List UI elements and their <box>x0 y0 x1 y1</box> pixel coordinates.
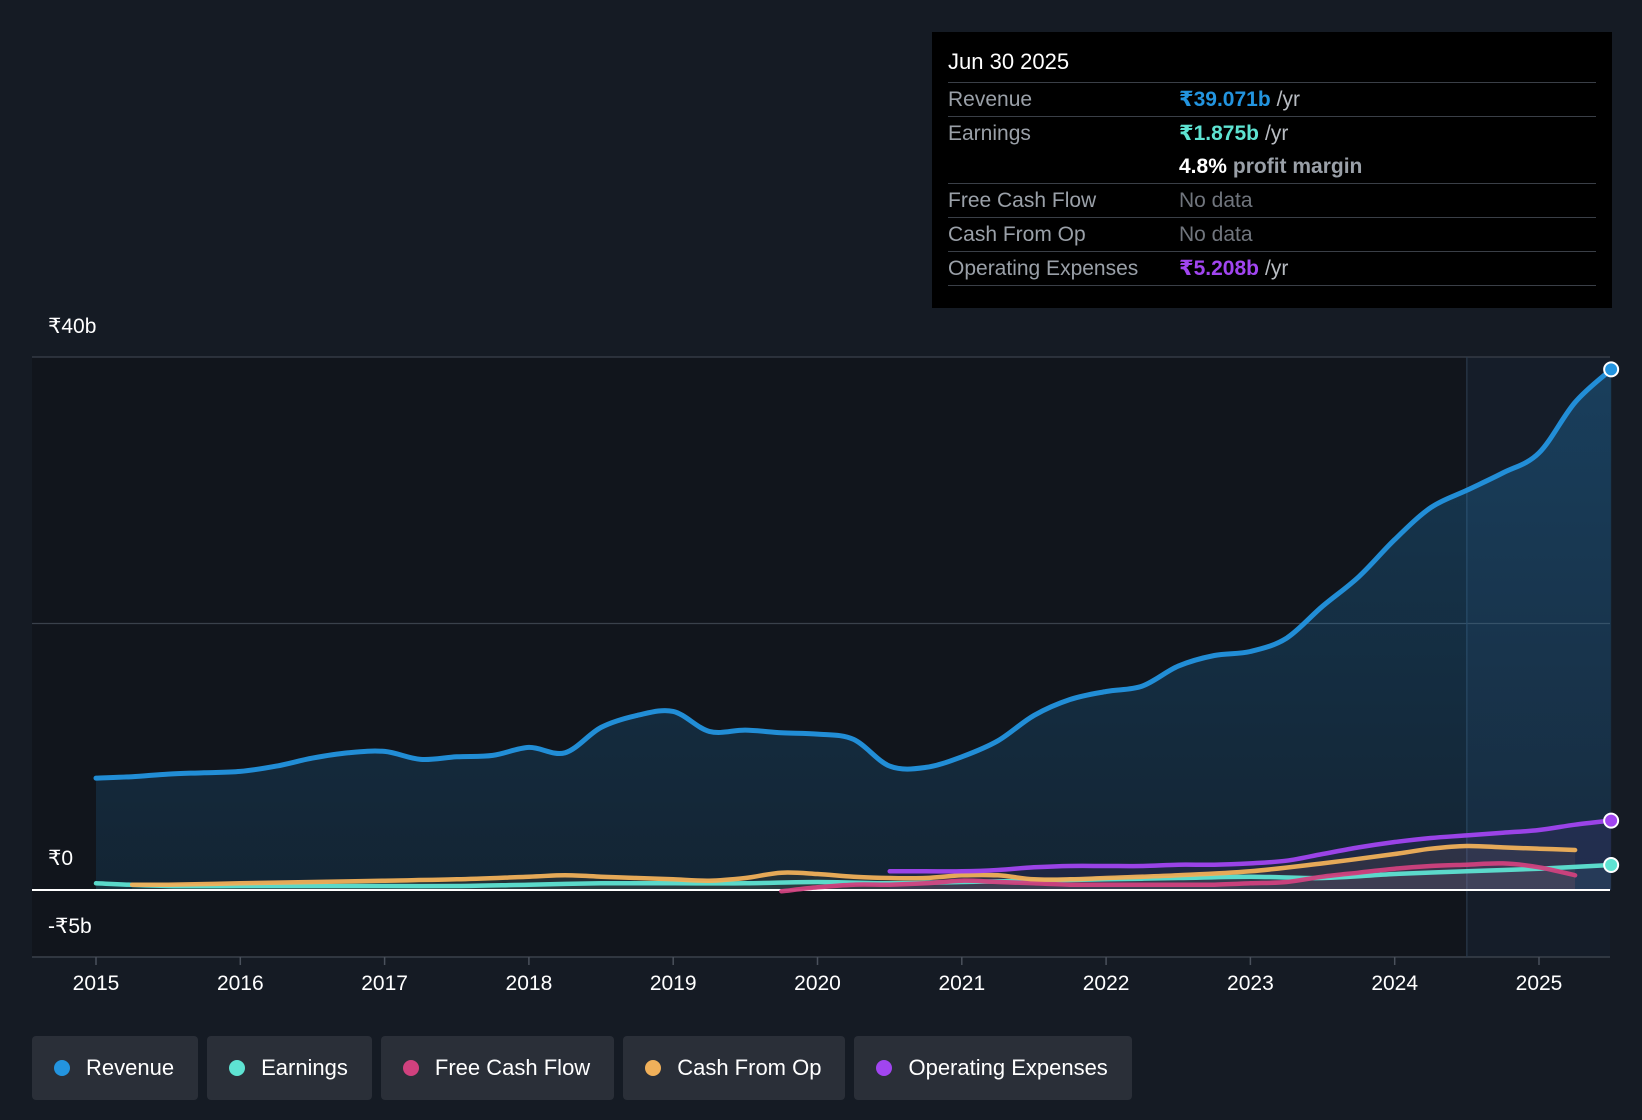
line-cfo <box>129 843 1578 888</box>
tooltip-opex-value: ₹5.208b/yr <box>1179 252 1288 285</box>
tooltip-fcf-label: Free Cash Flow <box>948 189 1097 212</box>
tooltip-date: Jun 30 2025 <box>948 49 1070 74</box>
legend: Revenue Earnings Free Cash Flow Cash Fro… <box>32 1036 1132 1100</box>
line-fcf <box>779 861 1578 894</box>
free-cash-flow-dot-icon <box>402 1060 419 1076</box>
x-tick-label: 2025 <box>1516 972 1563 995</box>
hover-tooltip: Jun 30 2025 Revenue ₹39.071b/yr Earnings… <box>932 32 1612 308</box>
series-end-dots <box>1603 361 1620 874</box>
legend-label-free-cash-flow: Free Cash Flow <box>434 1055 591 1080</box>
x-tick-label: 2022 <box>1083 972 1130 995</box>
y-axis-labels: ₹40b ₹0 -₹5b <box>48 315 96 938</box>
legend-item-operating-expenses[interactable]: Operating Expenses <box>854 1036 1132 1100</box>
x-axis-labels: 2015 2016 2017 2018 2019 2020 2021 2022 2023 2024… <box>73 957 1563 995</box>
series-lines <box>93 366 1614 894</box>
tooltip-row-opex: Operating Expenses ₹5.208b/yr <box>948 251 1596 286</box>
tooltip-profit-margin: 4.8% profit margin <box>1179 150 1362 183</box>
tooltip-fcf-value: No data <box>1179 189 1253 212</box>
legend-label-operating-expenses: Operating Expenses <box>908 1055 1108 1080</box>
x-tick-label: 2015 <box>73 972 120 995</box>
y-tick-label: ₹0 <box>48 847 73 870</box>
line-opex <box>887 818 1614 874</box>
revenue-unit: /yr <box>1276 88 1300 111</box>
area-fcf <box>781 863 1576 892</box>
tooltip-spacer <box>948 150 1179 183</box>
profit-margin-label: profit margin <box>1232 155 1363 178</box>
tooltip-earnings-label: Earnings <box>948 122 1031 145</box>
y-tick-label: ₹40b <box>48 315 96 338</box>
tooltip-revenue-value: ₹39.071b/yr <box>1179 83 1300 116</box>
tooltip-row-fcf: Free Cash Flow No data <box>948 183 1596 217</box>
earnings-unit: /yr <box>1265 122 1289 145</box>
tooltip-row-profit-margin: 4.8% profit margin <box>948 150 1596 183</box>
cash-from-op-dot-icon <box>645 1060 662 1076</box>
revenue-dot-icon <box>54 1060 70 1076</box>
tooltip-cfo-label: Cash From Op <box>948 223 1086 246</box>
tooltip-row-cfo: Cash From Op No data <box>948 217 1596 251</box>
earnings-dot-icon <box>229 1060 246 1076</box>
legend-label-revenue: Revenue <box>86 1055 175 1080</box>
y-tick-label: -₹5b <box>48 915 92 938</box>
tooltip-revenue-label: Revenue <box>948 88 1033 111</box>
line-revenue <box>93 366 1614 781</box>
x-tick-label: 2017 <box>361 972 408 995</box>
legend-item-earnings[interactable]: Earnings <box>207 1036 372 1100</box>
x-tick-label: 2024 <box>1371 972 1418 995</box>
tooltip-earnings-value: ₹1.875b/yr <box>1179 117 1288 150</box>
tooltip-row-earnings: Earnings ₹1.875b/yr <box>948 116 1596 150</box>
legend-label-earnings: Earnings <box>261 1055 348 1080</box>
legend-item-cash-from-op[interactable]: Cash From Op <box>623 1036 846 1100</box>
x-tick-label: 2019 <box>650 972 697 995</box>
legend-label-cash-from-op: Cash From Op <box>677 1055 822 1080</box>
x-tick-label: 2016 <box>217 972 264 995</box>
revenue-amount: ₹39.071b <box>1179 88 1271 111</box>
legend-item-free-cash-flow[interactable]: Free Cash Flow <box>380 1036 615 1100</box>
tooltip-opex-label: Operating Expenses <box>948 257 1139 280</box>
operating-expenses-dot-icon <box>876 1060 893 1076</box>
x-tick-label: 2018 <box>506 972 553 995</box>
tooltip-cfo-value: No data <box>1179 223 1253 246</box>
end-dot-revenue <box>1603 361 1620 378</box>
profit-margin-value: 4.8% <box>1179 155 1227 178</box>
tooltip-row-revenue: Revenue ₹39.071b/yr <box>948 82 1596 116</box>
x-tick-label: 2021 <box>938 972 985 995</box>
opex-amount: ₹5.208b <box>1179 257 1259 280</box>
end-dot-opex <box>1603 812 1620 829</box>
opex-unit: /yr <box>1265 257 1289 280</box>
end-dot-earnings <box>1603 857 1620 874</box>
x-tick-label: 2023 <box>1227 972 1274 995</box>
x-tick-label: 2020 <box>794 972 841 995</box>
earnings-amount: ₹1.875b <box>1179 122 1259 145</box>
area-revenue <box>96 369 1612 890</box>
legend-item-revenue[interactable]: Revenue <box>32 1036 199 1100</box>
